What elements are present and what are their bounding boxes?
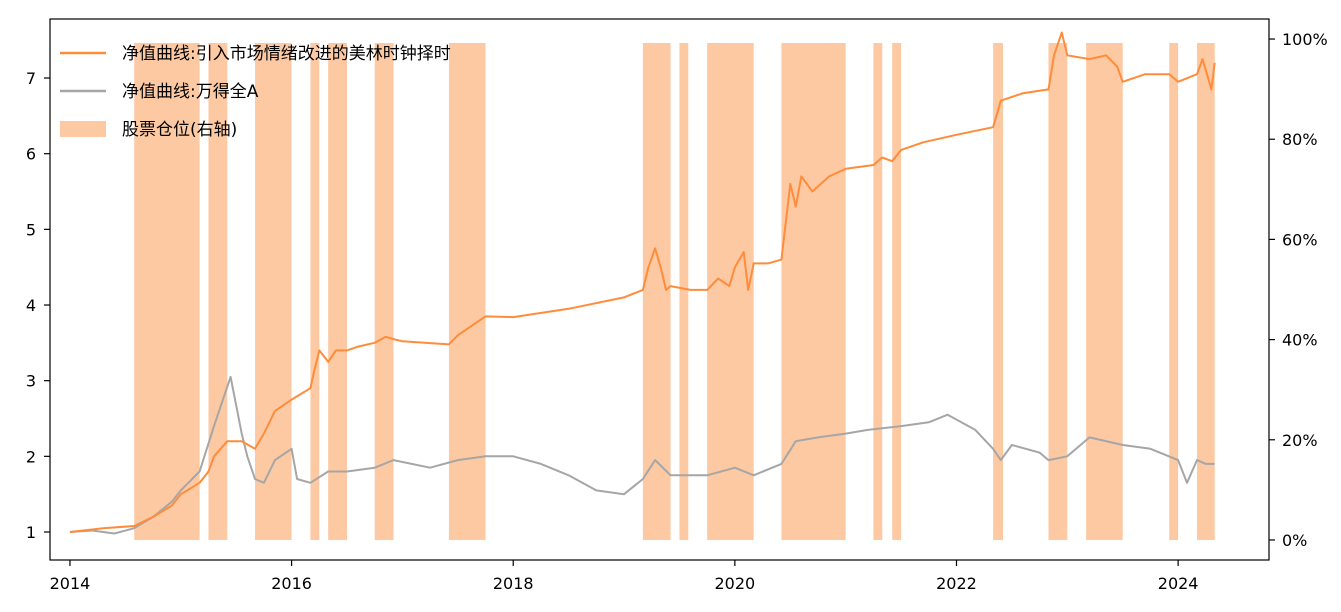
y-axis-right: 0% 20% 40% 60% 80% 100% [1269, 30, 1328, 550]
y2-tick-label: 100% [1282, 30, 1328, 49]
x-axis: 2014 2016 2018 2020 2022 2024 [50, 560, 1199, 593]
y-tick-label: 6 [26, 145, 36, 164]
position-bar-5 [374, 43, 394, 540]
position-bar-11 [873, 43, 883, 540]
y2-tick-label: 0% [1282, 531, 1307, 550]
position-bar-2 [255, 43, 292, 540]
x-tick-label: 2022 [936, 574, 977, 593]
legend-label-2: 股票仓位(右轴) [122, 120, 237, 140]
y-axis-left: 1 2 3 4 5 6 7 [26, 69, 50, 542]
plot-frame [49, 18, 1270, 561]
y-tick-label: 1 [26, 523, 36, 542]
position-bar-0 [134, 43, 200, 540]
y2-tick-label: 80% [1282, 130, 1318, 149]
x-tick-label: 2024 [1158, 574, 1199, 593]
position-bar-3 [310, 43, 320, 540]
position-bar-8 [679, 43, 689, 540]
position-bar-15 [1086, 43, 1123, 540]
y-tick-label: 7 [26, 69, 36, 88]
x-tick-label: 2018 [493, 574, 534, 593]
position-bar-14 [1048, 43, 1068, 540]
legend-label-1: 净值曲线:万得全A [122, 82, 259, 102]
y-tick-label: 2 [26, 447, 36, 466]
y2-tick-label: 20% [1282, 431, 1318, 450]
position-bar-7 [642, 43, 671, 540]
y2-tick-label: 40% [1282, 331, 1318, 350]
y2-tick-label: 60% [1282, 230, 1318, 249]
x-tick-label: 2014 [50, 574, 91, 593]
position-bar-17 [1196, 43, 1215, 540]
position-bar-13 [993, 43, 1004, 540]
position-bar-12 [892, 43, 902, 540]
x-tick-label: 2020 [714, 574, 755, 593]
position-bar-16 [1169, 43, 1179, 540]
series-line-0 [69, 31, 1216, 533]
series-line-1 [69, 375, 1215, 535]
y-tick-label: 4 [26, 296, 36, 315]
position-bar-4 [328, 43, 347, 540]
position-bar-1 [208, 43, 228, 540]
legend-label-0: 净值曲线:引入市场情绪改进的美林时钟择时 [122, 44, 451, 64]
position-bar-6 [448, 43, 486, 540]
legend-swatch-2 [60, 121, 106, 137]
position-bars [134, 43, 1215, 540]
position-bar-10 [781, 43, 846, 540]
position-bar-9 [707, 43, 754, 540]
series-lines [69, 31, 1216, 535]
y-tick-label: 3 [26, 372, 36, 391]
x-tick-label: 2016 [271, 574, 312, 593]
y-tick-label: 5 [26, 220, 36, 239]
